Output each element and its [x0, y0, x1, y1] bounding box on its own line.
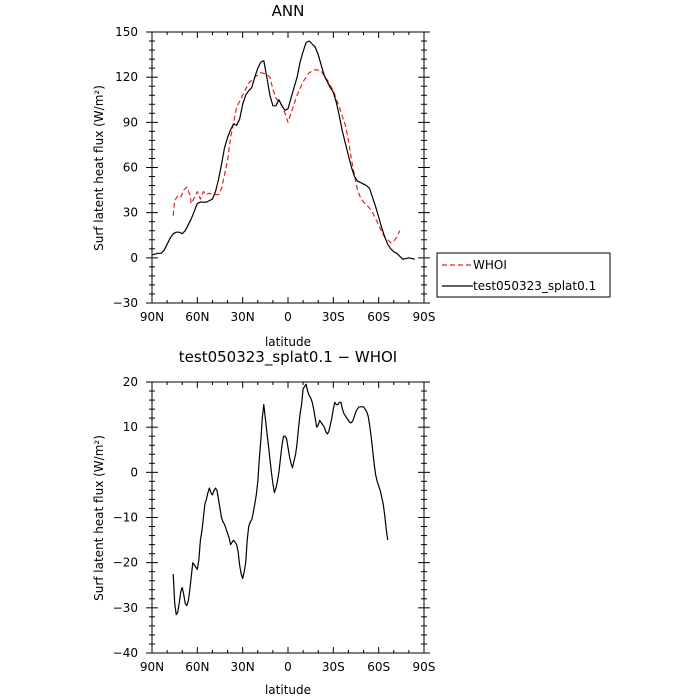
top-chart-legend: WHOI test050323_splat0.1 — [436, 252, 611, 298]
x-tick-label: 90S — [413, 310, 436, 324]
x-tick-label: 0 — [284, 660, 292, 674]
x-tick-label: 0 — [284, 310, 292, 324]
legend-label-whoi: WHOI — [473, 258, 507, 272]
y-tick-label: 90 — [123, 115, 138, 129]
top-chart-y-axis-label: Surf latent heat flux (W/m²) — [92, 85, 106, 251]
y-tick-label: 20 — [123, 375, 138, 389]
series-line-test050323-splat0-1 — [151, 40, 416, 260]
x-tick-label: 90N — [140, 310, 164, 324]
bottom-chart-title: test050323_splat0.1 − WHOI — [179, 348, 397, 367]
x-tick-label: 30S — [322, 660, 345, 674]
bottom-chart-y-axis-label: Surf latent heat flux (W/m²) — [92, 435, 106, 601]
y-tick-label: 0 — [130, 465, 138, 479]
plot-frame — [151, 381, 425, 654]
y-tick-label: −30 — [113, 601, 138, 615]
top-chart-x-axis-label: latitude — [265, 335, 311, 349]
y-tick-label: 60 — [123, 161, 138, 175]
x-tick-label: 30S — [322, 310, 345, 324]
y-tick-label: 0 — [130, 251, 138, 265]
x-tick-label: 60N — [185, 310, 209, 324]
x-tick-label: 30N — [231, 660, 255, 674]
x-tick-label: 60S — [367, 310, 390, 324]
series-line-difference — [172, 383, 389, 616]
legend-box — [436, 252, 611, 298]
y-tick-label: 30 — [123, 206, 138, 220]
x-tick-label: 60S — [367, 660, 390, 674]
bottom-chart-panel: test050323_splat0.1 − WHOI Surf latent h… — [92, 348, 435, 697]
top-chart-panel: ANN Surf latent heat flux (W/m²) latitud… — [92, 2, 435, 349]
x-tick-label: 90N — [140, 660, 164, 674]
y-tick-label: −20 — [113, 556, 138, 570]
y-tick-label: 150 — [115, 25, 138, 39]
x-tick-label: 60N — [185, 660, 209, 674]
x-tick-label: 30N — [231, 310, 255, 324]
legend-label-test: test050323_splat0.1 — [473, 279, 596, 293]
x-tick-label: 90S — [413, 660, 436, 674]
y-tick-label: −10 — [113, 511, 138, 525]
y-tick-label: 10 — [123, 420, 138, 434]
y-tick-label: 120 — [115, 70, 138, 84]
plot-frame — [151, 31, 425, 304]
series-line-whoi — [172, 68, 401, 244]
y-tick-label: −40 — [113, 646, 138, 660]
y-tick-label: −30 — [113, 296, 138, 310]
bottom-chart-x-axis-label: latitude — [265, 683, 311, 697]
top-chart-title: ANN — [272, 2, 305, 20]
